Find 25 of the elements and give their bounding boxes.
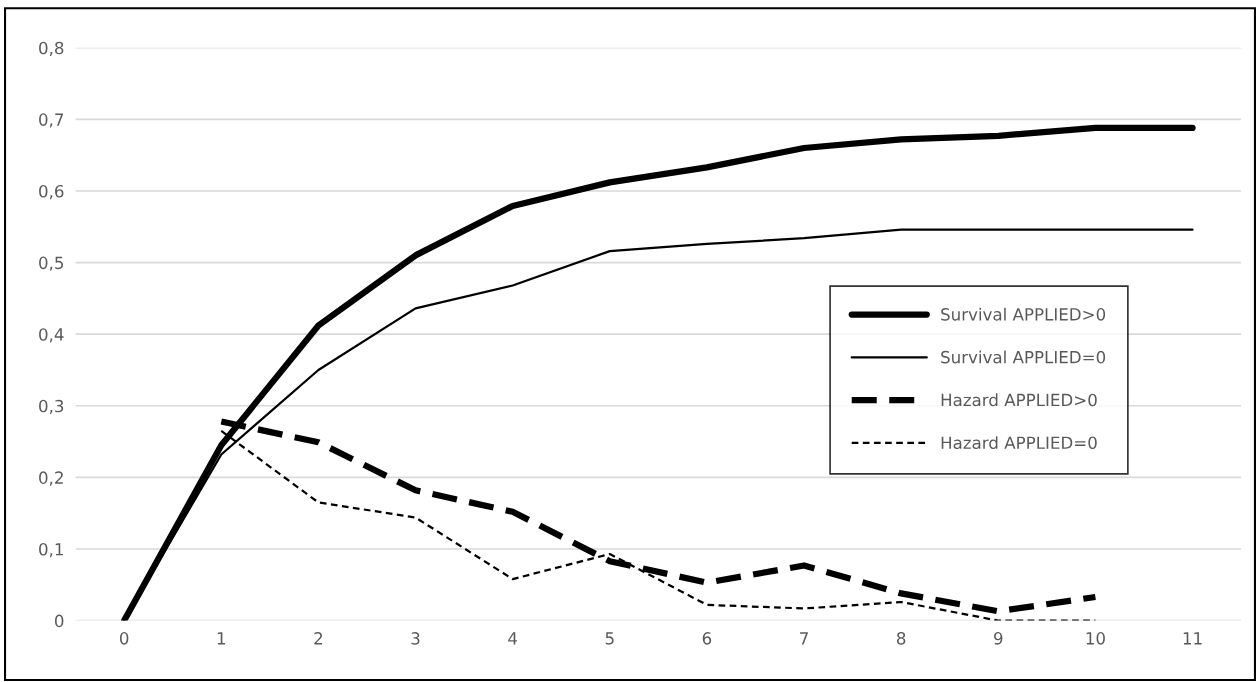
x-tick-label: 0 <box>119 632 129 645</box>
legend-label: Hazard APPLIED>0 <box>941 393 1097 407</box>
y-tick-label: 0,6 <box>39 184 64 200</box>
y-tick-label: 0,5 <box>39 256 64 271</box>
legend-label: Survival APPLIED=0 <box>941 350 1106 364</box>
x-tick-label: 11 <box>1183 632 1202 645</box>
x-tick-label: 1 <box>217 632 226 645</box>
x-tick-label: 9 <box>994 632 1003 645</box>
x-tick-label: 5 <box>605 632 614 645</box>
y-tick-label: 0,1 <box>39 542 63 558</box>
y-tick-label: 0,3 <box>39 399 64 415</box>
x-tick-label: 6 <box>702 632 712 645</box>
x-tick-label: 2 <box>314 632 323 645</box>
y-tick-label: 0 <box>54 614 64 628</box>
y-tick-label: 0,4 <box>39 328 64 343</box>
y-tick-label: 0,7 <box>39 113 64 128</box>
legend-label: Survival APPLIED>0 <box>941 307 1106 321</box>
y-tick-label: 0,2 <box>39 471 63 486</box>
x-tick-label: 7 <box>800 632 808 645</box>
legend-label: Hazard APPLIED=0 <box>941 436 1097 450</box>
y-tick-label: 0,8 <box>39 41 64 57</box>
x-tick-label: 3 <box>411 632 420 645</box>
x-tick-label: 8 <box>896 632 906 645</box>
x-tick-label: 4 <box>508 632 518 645</box>
x-tick-label: 10 <box>1086 632 1105 645</box>
